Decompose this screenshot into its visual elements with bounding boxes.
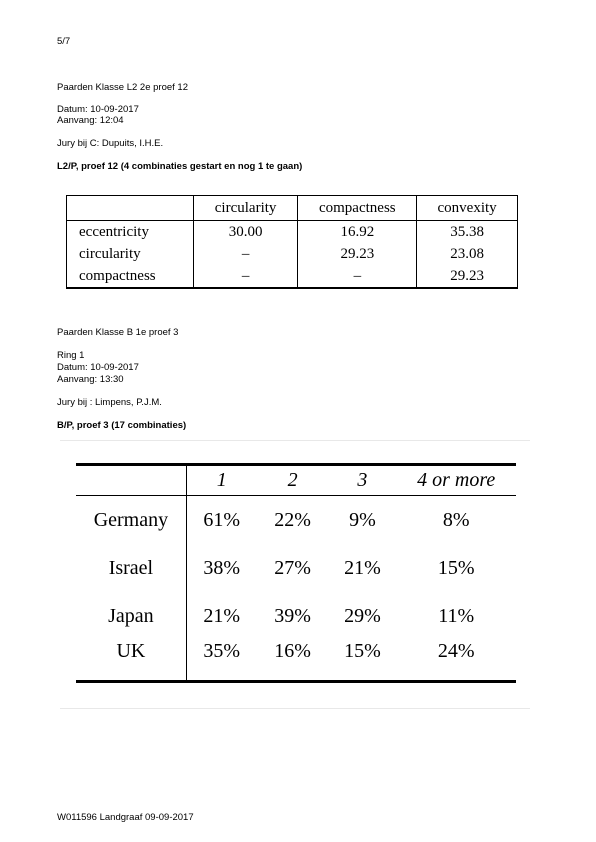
- section2-ring: Ring 1: [57, 350, 85, 361]
- table-row: Japan 21% 39% 29% 11%: [76, 592, 516, 640]
- table2-cell: 29%: [344, 604, 381, 627]
- table1-cell: 35.38: [416, 220, 518, 243]
- table1-cell: 29.23: [416, 265, 518, 289]
- table2-header-row: 1 2 3 4 or more: [76, 463, 516, 496]
- table1-cell: circularity: [66, 243, 194, 265]
- section1-aanvang: Aanvang: 12:04: [57, 115, 124, 126]
- table-row: Israel 38% 27% 21% 15%: [76, 544, 516, 592]
- table-row: Germany 61% 22% 9% 8%: [76, 495, 516, 544]
- table2-cell: 22%: [274, 508, 311, 531]
- table-row: circularity – 29.23 23.08: [66, 243, 518, 265]
- table2-header-cell: 3: [328, 463, 397, 496]
- table2-cell: 15%: [328, 640, 397, 683]
- section2-datum: Datum: 10-09-2017: [57, 362, 139, 373]
- table1-cell: –: [193, 243, 299, 265]
- section2-aanvang: Aanvang: 13:30: [57, 374, 124, 385]
- table1-grid: circularity compactness convexity eccent…: [66, 195, 518, 289]
- table1-cell: compactness: [66, 265, 194, 289]
- table2-cell: 9%: [349, 508, 376, 531]
- table2: 1 2 3 4 or more Germany 61% 22% 9% 8% Is…: [76, 463, 516, 683]
- table1-cell: 29.23: [297, 243, 418, 265]
- table1: circularity compactness convexity eccent…: [66, 195, 518, 289]
- table2-cell: Germany: [76, 495, 187, 544]
- table2-cell: 21%: [344, 556, 381, 579]
- table2-cell: 27%: [274, 556, 311, 579]
- table1-cell: 23.08: [416, 243, 518, 265]
- table2-cell: 61%: [203, 508, 241, 531]
- table2-cell: Japan: [76, 592, 187, 640]
- section1-heading: L2/P, proef 12 (4 combinaties gestart en…: [57, 161, 303, 172]
- table1-cell: –: [193, 265, 299, 289]
- table2-grid: 1 2 3 4 or more Germany 61% 22% 9% 8% Is…: [76, 463, 516, 683]
- table1-cell: eccentricity: [66, 220, 194, 243]
- table2-header-cell: 1: [186, 463, 257, 496]
- page-number: 5/7: [57, 36, 71, 47]
- table2-cell: 38%: [203, 556, 241, 579]
- table-row: eccentricity 30.00 16.92 35.38: [66, 220, 518, 243]
- table-row: compactness – – 29.23: [66, 265, 518, 289]
- section1-datum: Datum: 10-09-2017: [57, 104, 139, 115]
- table2-cell: 8%: [442, 508, 470, 531]
- table1-cell: 30.00: [193, 220, 299, 243]
- table1-header-cell: compactness: [297, 195, 418, 221]
- table2-cell: 24%: [396, 640, 516, 683]
- section2-jury: Jury bij : Limpens, P.J.M.: [57, 397, 162, 408]
- table2-cell: 35%: [186, 640, 257, 683]
- table2-cell: 21%: [203, 604, 241, 627]
- footer: W011596 Landgraaf 09-09-2017: [57, 812, 194, 823]
- section1-jury: Jury bij C: Dupuits, I.H.E.: [57, 138, 164, 149]
- table2-cell: 16%: [256, 640, 329, 683]
- table2-header-cell: 2: [256, 463, 329, 496]
- section1-title: Paarden Klasse L2 2e proef 12: [57, 82, 188, 93]
- table-row: UK 35% 16% 15% 24%: [76, 640, 516, 683]
- section2-title: Paarden Klasse B 1e proef 3: [57, 327, 179, 338]
- section2-heading: B/P, proef 3 (17 combinaties): [57, 420, 187, 431]
- table2-cell: Israel: [76, 544, 187, 592]
- table1-cell: –: [297, 265, 418, 289]
- scan-artifact: [60, 708, 530, 709]
- table1-header-row: circularity compactness convexity: [66, 195, 518, 221]
- scan-artifact: [60, 440, 530, 441]
- table2-header-cell: 4 or more: [396, 463, 516, 496]
- table2-cell: 11%: [438, 604, 475, 627]
- table2-header-cell: [76, 463, 187, 496]
- table2-cell: 39%: [274, 604, 311, 627]
- table1-header-cell: convexity: [416, 195, 518, 221]
- table2-cell: UK: [76, 640, 187, 683]
- table2-cell: 15%: [437, 556, 475, 579]
- table1-header-cell: [66, 195, 194, 221]
- table1-header-cell: circularity: [193, 195, 299, 221]
- table1-cell: 16.92: [297, 220, 418, 243]
